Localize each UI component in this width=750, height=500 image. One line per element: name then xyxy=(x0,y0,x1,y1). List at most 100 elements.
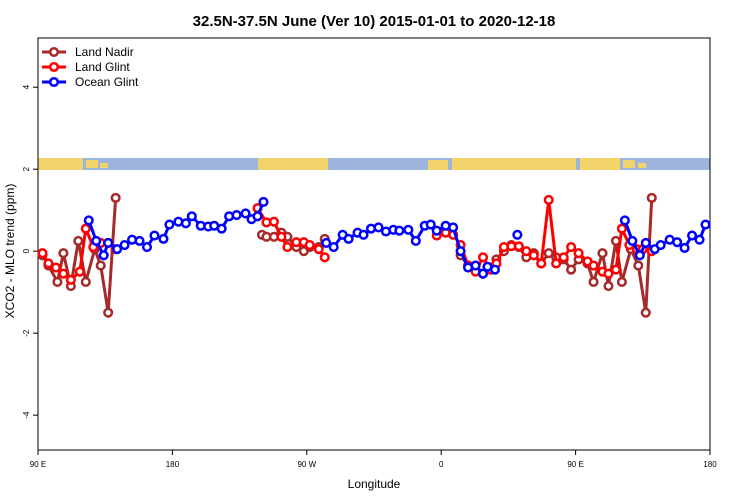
point xyxy=(180,218,191,229)
point xyxy=(304,239,315,251)
legend-marker xyxy=(48,61,60,73)
point xyxy=(164,219,175,230)
point xyxy=(655,239,666,251)
y-tick-label: 0 xyxy=(22,248,31,253)
point xyxy=(425,219,436,230)
point xyxy=(186,211,197,222)
point xyxy=(98,250,109,261)
point xyxy=(455,246,466,257)
point xyxy=(80,223,91,234)
point xyxy=(588,260,599,271)
y-tick-label: -4 xyxy=(22,411,31,419)
point xyxy=(634,250,645,261)
point xyxy=(543,194,554,205)
point xyxy=(65,274,76,285)
legend-label: Land Glint xyxy=(75,60,130,74)
point xyxy=(558,252,569,263)
x-tick-label: 90 E xyxy=(567,460,583,469)
legend-label: Ocean Glint xyxy=(75,75,139,89)
point xyxy=(74,266,85,277)
point xyxy=(616,223,627,234)
legend-marker xyxy=(48,46,60,58)
y-tick-label: 4 xyxy=(22,84,31,89)
point xyxy=(512,229,523,240)
y-tick-label: -2 xyxy=(22,329,31,337)
legend-label: Land Nadir xyxy=(75,45,134,59)
point xyxy=(551,258,562,269)
point xyxy=(141,242,153,253)
point xyxy=(282,242,293,253)
point xyxy=(477,268,489,279)
point xyxy=(80,276,91,287)
point xyxy=(52,276,63,287)
point xyxy=(103,237,114,249)
point xyxy=(58,268,69,279)
point xyxy=(110,192,121,203)
point xyxy=(58,248,69,259)
point xyxy=(343,233,354,244)
point xyxy=(134,235,145,246)
point xyxy=(37,248,48,259)
point xyxy=(119,239,130,251)
point xyxy=(521,246,532,257)
point xyxy=(73,235,84,246)
point xyxy=(543,248,554,259)
x-tick-label: 0 xyxy=(439,460,444,469)
x-tick-label: 180 xyxy=(166,460,180,469)
x-tick-label: 180 xyxy=(703,460,717,469)
point xyxy=(358,229,369,240)
x-axis-label: Longitude xyxy=(348,477,401,491)
point xyxy=(448,222,459,233)
point xyxy=(489,264,501,275)
point xyxy=(603,280,614,292)
point xyxy=(95,260,106,271)
point xyxy=(231,210,242,221)
point xyxy=(597,248,608,259)
point xyxy=(513,241,524,252)
point xyxy=(91,235,102,246)
point xyxy=(149,230,160,241)
point xyxy=(240,208,251,219)
point xyxy=(566,242,577,253)
point xyxy=(470,260,481,271)
point xyxy=(646,192,657,203)
point xyxy=(672,237,683,248)
y-axis-label: XCO2 - MLO trend (ppm) xyxy=(3,184,17,319)
y-tick-label: 2 xyxy=(22,166,31,171)
point xyxy=(536,258,547,269)
point xyxy=(588,276,599,287)
point xyxy=(687,230,698,241)
point xyxy=(603,268,614,279)
point xyxy=(50,262,61,273)
point xyxy=(268,216,279,227)
point xyxy=(373,222,384,233)
point xyxy=(158,233,169,244)
point xyxy=(610,264,621,275)
point xyxy=(627,235,638,246)
point xyxy=(410,235,421,246)
point xyxy=(394,225,405,236)
point xyxy=(679,242,690,253)
point xyxy=(616,276,627,287)
x-tick-label: 90 W xyxy=(297,460,316,469)
plot-frame xyxy=(37,37,711,451)
point xyxy=(640,307,651,318)
point xyxy=(252,211,263,222)
point xyxy=(431,225,442,236)
point xyxy=(258,196,269,208)
point xyxy=(528,250,539,261)
point xyxy=(694,234,705,245)
point xyxy=(477,252,489,263)
point xyxy=(321,237,332,249)
point xyxy=(328,242,339,253)
point xyxy=(103,307,114,318)
point xyxy=(43,258,54,269)
map-strip xyxy=(38,158,710,170)
x-tick-label: 90 E xyxy=(30,460,46,469)
legend-marker xyxy=(48,76,60,88)
point xyxy=(619,215,630,226)
point xyxy=(216,223,227,234)
point xyxy=(276,231,287,242)
point xyxy=(313,244,324,255)
